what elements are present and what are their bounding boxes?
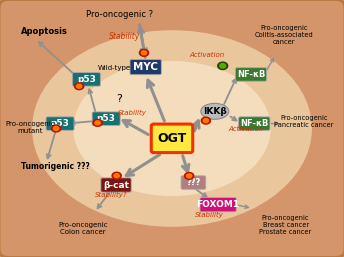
FancyBboxPatch shape [181, 176, 206, 189]
Circle shape [93, 120, 102, 126]
Text: Pro-oncogenic
Breast cancer
Prostate cancer: Pro-oncogenic Breast cancer Prostate can… [259, 215, 312, 235]
Text: Activation: Activation [228, 126, 264, 132]
Circle shape [218, 62, 228, 70]
Text: p53: p53 [97, 114, 116, 123]
FancyBboxPatch shape [92, 112, 120, 125]
Circle shape [112, 172, 121, 179]
Text: MYC: MYC [133, 62, 158, 72]
FancyBboxPatch shape [151, 124, 193, 153]
Circle shape [76, 84, 82, 88]
FancyBboxPatch shape [72, 72, 100, 86]
FancyBboxPatch shape [239, 117, 270, 130]
FancyBboxPatch shape [101, 178, 131, 192]
Text: Stability: Stability [118, 109, 147, 116]
Circle shape [52, 125, 61, 132]
Circle shape [139, 49, 149, 56]
Text: FOXOM1: FOXOM1 [196, 200, 240, 209]
Circle shape [53, 126, 59, 131]
Text: p53: p53 [77, 75, 96, 84]
Text: p53: p53 [51, 119, 69, 128]
Circle shape [75, 83, 84, 90]
Text: Wild-type: Wild-type [98, 65, 131, 71]
Circle shape [184, 172, 194, 179]
Text: Tumorigenic ???: Tumorigenic ??? [21, 162, 89, 171]
Text: β-cat: β-cat [103, 180, 129, 189]
Circle shape [95, 121, 100, 125]
Text: ???: ??? [186, 178, 201, 187]
Text: Pro-oncogenic
mutant: Pro-oncogenic mutant [6, 121, 55, 134]
Ellipse shape [201, 103, 229, 119]
Text: IKKβ: IKKβ [203, 107, 227, 116]
Circle shape [114, 174, 119, 178]
Text: ?: ? [116, 94, 122, 104]
FancyBboxPatch shape [235, 68, 267, 81]
Circle shape [220, 64, 226, 68]
Circle shape [201, 117, 211, 124]
Circle shape [141, 51, 147, 55]
Text: Apoptosis: Apoptosis [21, 27, 67, 36]
Text: Pro-oncogenic
Colitis-associated
cancer: Pro-oncogenic Colitis-associated cancer [255, 25, 313, 45]
Text: NF-κB: NF-κB [240, 119, 269, 128]
Text: Pro-oncogenic
Colon cancer: Pro-oncogenic Colon cancer [58, 222, 108, 235]
Circle shape [203, 119, 208, 123]
Ellipse shape [32, 30, 312, 227]
Circle shape [186, 174, 192, 178]
Text: Pro-oncogenic
Pancreatic cancer: Pro-oncogenic Pancreatic cancer [274, 115, 333, 128]
Text: Activation: Activation [190, 52, 225, 58]
Text: Stability: Stability [195, 212, 224, 218]
Text: NF-κB: NF-κB [237, 70, 265, 79]
Text: Stability?: Stability? [95, 192, 127, 198]
FancyBboxPatch shape [46, 117, 74, 130]
FancyBboxPatch shape [130, 59, 161, 75]
Text: Pro-oncogenic ?: Pro-oncogenic ? [86, 10, 153, 19]
Ellipse shape [73, 61, 271, 196]
Text: Stability: Stability [109, 32, 140, 41]
Text: OGT: OGT [157, 132, 187, 145]
FancyBboxPatch shape [200, 198, 236, 212]
